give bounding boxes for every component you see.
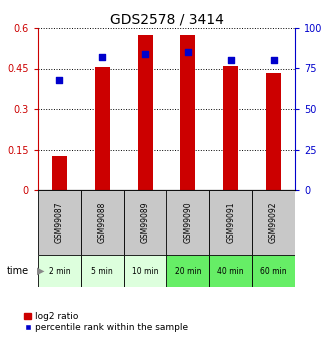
Text: 10 min: 10 min [132, 266, 158, 276]
Text: GSM99089: GSM99089 [141, 202, 150, 243]
Point [57, 77, 62, 82]
Bar [167, 255, 209, 287]
Bar [81, 255, 124, 287]
Bar [38, 190, 81, 255]
Bar [223, 66, 238, 190]
Point [143, 51, 148, 57]
Text: 60 min: 60 min [260, 266, 287, 276]
Bar [252, 255, 295, 287]
Bar [95, 67, 110, 190]
Bar [52, 156, 67, 190]
Bar [209, 190, 252, 255]
Bar [124, 190, 167, 255]
Bar [209, 255, 252, 287]
Bar [252, 190, 295, 255]
Text: 20 min: 20 min [175, 266, 201, 276]
Bar [81, 190, 124, 255]
Text: 40 min: 40 min [217, 266, 244, 276]
Legend: log2 ratio, percentile rank within the sample: log2 ratio, percentile rank within the s… [21, 308, 192, 335]
Point [100, 55, 105, 60]
Text: time: time [6, 266, 29, 276]
Point [185, 50, 190, 55]
Text: GSM99087: GSM99087 [55, 202, 64, 243]
Bar [138, 35, 152, 190]
Bar [124, 255, 167, 287]
Text: GSM99088: GSM99088 [98, 202, 107, 243]
Bar [38, 255, 81, 287]
Text: 2 min: 2 min [48, 266, 70, 276]
Bar [180, 35, 195, 190]
Text: GSM99090: GSM99090 [183, 202, 192, 243]
Bar [167, 190, 209, 255]
Text: ▶: ▶ [37, 266, 44, 276]
Text: 5 min: 5 min [91, 266, 113, 276]
Point [271, 58, 276, 63]
Text: GSM99091: GSM99091 [226, 202, 235, 243]
Title: GDS2578 / 3414: GDS2578 / 3414 [109, 13, 223, 27]
Point [228, 58, 233, 63]
Bar [266, 72, 281, 190]
Text: GSM99092: GSM99092 [269, 202, 278, 243]
